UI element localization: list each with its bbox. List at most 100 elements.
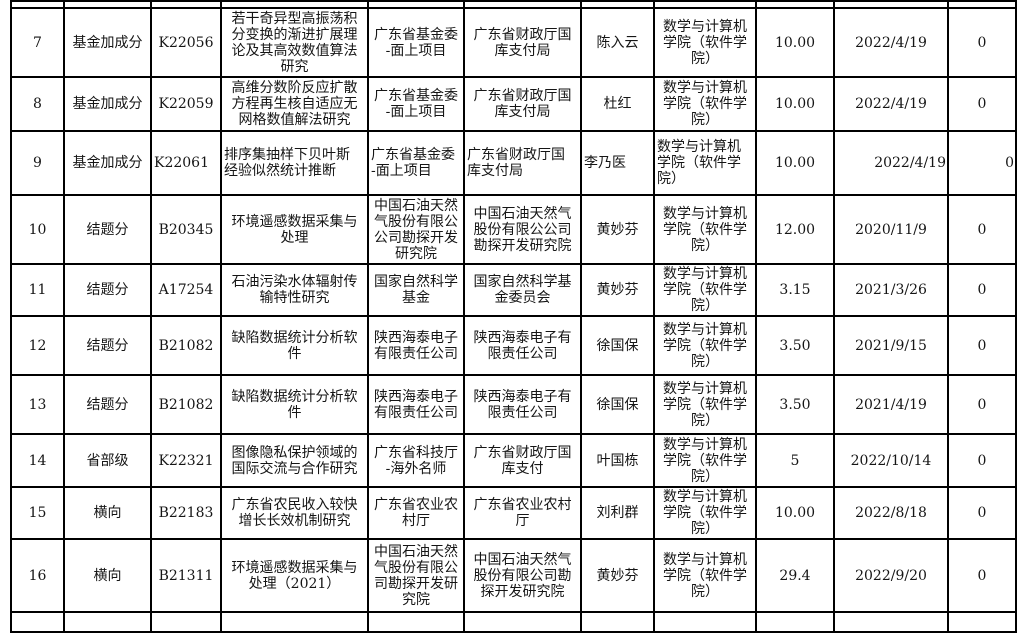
cell-department: 数学与计算机 学院（软件学 院） (653, 374, 757, 435)
cell-department: 数学与计算机 学院（软件学 院） (653, 433, 757, 488)
cell-date: 2021/4/19 (833, 374, 949, 435)
cell-source: 陕西海泰电子 有限责任公司 (367, 315, 465, 376)
cell-date: 2022/4/19 (833, 130, 949, 196)
cell-payer: 陕西海泰电子有 限责任公司 (463, 315, 582, 376)
cell-person: 陈入云 (580, 7, 655, 78)
cell-num: 14 (10, 433, 65, 488)
cell-date: 2020/11/9 (833, 194, 949, 265)
empty-cell (220, 0, 369, 9)
cell-person: 黄妙芬 (580, 538, 655, 613)
cell-num: 16 (10, 538, 65, 613)
empty-cell (653, 0, 757, 9)
cell-date: 2022/4/19 (833, 76, 949, 132)
cell-amount: 12.00 (755, 194, 835, 265)
cell-date: 2022/10/14 (833, 433, 949, 488)
cell-department: 数学与计算机 学院（软件学 院） (653, 76, 757, 132)
cell-payer: 陕西海泰电子有 限责任公司 (463, 374, 582, 435)
cell-category: 结题分 (63, 194, 152, 265)
cell-date: 2021/9/15 (833, 315, 949, 376)
cell-num: 7 (10, 7, 65, 78)
table-row: 10 结题分 B20345 环境遥感数据采集与 处理 中国石油天然 气股份有限公 公司勘… (10, 194, 1017, 265)
cell-payer: 广东省财政厅国 库支付局 (463, 76, 582, 132)
empty-cell (833, 0, 949, 9)
cell-title: 缺陷数据统计分析软 件 (220, 374, 369, 435)
cell-category: 省部级 (63, 433, 152, 488)
cell-source: 广东省科技厅 -海外名师 (367, 433, 465, 488)
cell-department: 数学与计算机 学院（软件学 院） (653, 315, 757, 376)
empty-cell (63, 611, 152, 633)
empty-cell (653, 611, 757, 633)
empty-cell (367, 611, 465, 633)
empty-cell (463, 611, 582, 633)
empty-cell (10, 0, 65, 9)
cell-source: 中国石油天然 气股份有限公 公司勘探开发 研究院 (367, 194, 465, 265)
cell-source: 中国石油天然 气股份有限公 司勘探开发研 究院 (367, 538, 465, 613)
partial-table-row (10, 611, 1017, 633)
cell-amount: 5 (755, 433, 835, 488)
cell-code: K22056 (150, 7, 222, 78)
table-row: 15 横向 B22183 广东省农民收入较快 增长长效机制研究 广东省农业农 村厅 广东省… (10, 486, 1017, 540)
cell-amount: 3.50 (755, 315, 835, 376)
cell-num: 11 (10, 263, 65, 317)
cell-payer: 国家自然科学基 金委员会 (463, 263, 582, 317)
table-row: 11 结题分 A17254 石油污染水体辐射传 输特性研究 国家自然科学 基金 国家自然科… (10, 263, 1017, 317)
cell-payer: 广东省财政厅国 库支付局 (463, 7, 582, 78)
empty-cell (463, 0, 582, 9)
cell-department: 数学与计算机 学院（软件学 院） (653, 7, 757, 78)
cell-title: 排序集抽样下贝叶斯 经验似然统计推断 (220, 130, 369, 196)
cell-person: 叶国栋 (580, 433, 655, 488)
empty-cell (10, 611, 65, 633)
cell-title: 环境遥感数据采集与 处理 (220, 194, 369, 265)
table-row: 7 基金加成分 K22056 若干奇异型高振荡积 分变换的渐进扩展理 论及其高效数值算… (10, 7, 1017, 78)
cell-department: 数学与计算机 学院（软件学 院） (653, 263, 757, 317)
table-row: 14 省部级 K22321 图像隐私保护领域的 国际交流与合作研究 广东省科技厅 -海外… (10, 433, 1017, 488)
cell-flag: 0 (947, 374, 1017, 435)
cell-code: B21082 (150, 374, 222, 435)
table-row: 13 结题分 B21082 缺陷数据统计分析软 件陕西海泰电子 有限责任公司 陕西海泰电… (10, 374, 1017, 435)
empty-cell (755, 611, 835, 633)
cell-department: 数学与计算机 学院（软件学 院） (653, 538, 757, 613)
cell-code: B21311 (150, 538, 222, 613)
cell-num: 9 (10, 130, 65, 196)
cell-source: 国家自然科学 基金 (367, 263, 465, 317)
cell-person: 杜红 (580, 76, 655, 132)
cell-category: 横向 (63, 538, 152, 613)
cell-flag: 0 (947, 76, 1017, 132)
cell-amount: 10.00 (755, 486, 835, 540)
cell-category: 结题分 (63, 263, 152, 317)
cell-person: 李乃医 (580, 130, 655, 196)
table-row: 9 基金加成分 K22061 排序集抽样下贝叶斯 经验似然统计推断 广东省基金委 -面上… (10, 130, 1017, 196)
empty-cell (150, 0, 222, 9)
cell-date: 2022/8/18 (833, 486, 949, 540)
cell-code: B21082 (150, 315, 222, 376)
cell-code: K22061 (150, 130, 222, 196)
cell-code: K22321 (150, 433, 222, 488)
cell-num: 8 (10, 76, 65, 132)
empty-cell (755, 0, 835, 9)
cell-department: 数学与计算机 学院（软件学 院） (653, 130, 757, 196)
empty-cell (947, 611, 1017, 633)
cell-flag: 0 (947, 315, 1017, 376)
cell-person: 刘利群 (580, 486, 655, 540)
cell-title: 石油污染水体辐射传 输特性研究 (220, 263, 369, 317)
cell-code: A17254 (150, 263, 222, 317)
cell-num: 10 (10, 194, 65, 265)
cell-title: 若干奇异型高振荡积 分变换的渐进扩展理 论及其高效数值算法 研究 (220, 7, 369, 78)
cell-flag: 0 (947, 538, 1017, 613)
empty-cell (580, 0, 655, 9)
empty-cell (63, 0, 152, 9)
cell-flag: 0 (947, 7, 1017, 78)
cell-payer: 广东省农业农村 厅 (463, 486, 582, 540)
cell-flag: 0 (947, 486, 1017, 540)
cell-code: B20345 (150, 194, 222, 265)
cell-flag: 0 (947, 130, 1017, 196)
cell-payer: 中国石油天然气 股份有限公公司 勘探开发研究院 (463, 194, 582, 265)
cell-amount: 29.4 (755, 538, 835, 613)
cell-amount: 3.15 (755, 263, 835, 317)
cell-flag: 0 (947, 263, 1017, 317)
cell-category: 结题分 (63, 374, 152, 435)
cell-code: B22183 (150, 486, 222, 540)
cell-title: 广东省农民收入较快 增长长效机制研究 (220, 486, 369, 540)
cell-num: 12 (10, 315, 65, 376)
